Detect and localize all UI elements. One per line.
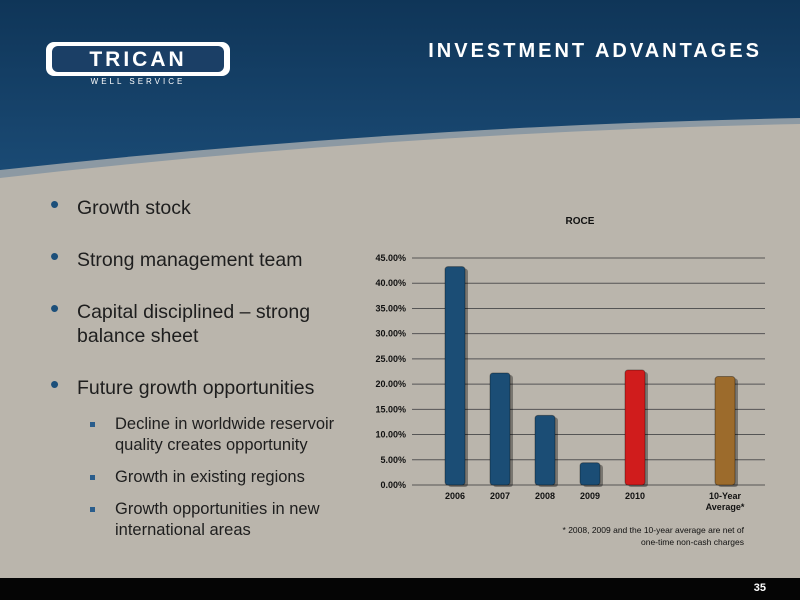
- sub-bullet: Decline in worldwide reservoir quality c…: [77, 414, 355, 456]
- y-tick-label: 20.00%: [375, 379, 406, 389]
- bullet: Growth stock: [50, 192, 350, 220]
- bullet: Future growth opportunities: [50, 372, 350, 400]
- bullet: Strong management team: [50, 244, 350, 272]
- chart-title: ROCE: [566, 216, 595, 227]
- x-tick-label: 2008: [534, 491, 556, 501]
- bar: [714, 376, 736, 486]
- page-number: 35: [753, 582, 766, 594]
- sub-bullet: Growth opportunities in new internationa…: [77, 499, 355, 541]
- logo-inner: [52, 46, 224, 72]
- sub-bullet: Growth in existing regions: [77, 467, 355, 488]
- logo-text: TRICAN: [89, 48, 186, 71]
- y-tick-label: 25.00%: [375, 354, 406, 364]
- x-tick-label: 2007: [489, 491, 511, 501]
- bullet: Capital disciplined – strong balance she…: [50, 296, 350, 348]
- y-tick-label: 35.00%: [375, 303, 406, 313]
- bar: [624, 369, 646, 486]
- logo-subtext: WELL SERVICE: [91, 77, 186, 86]
- bar: [444, 266, 466, 486]
- bar: [489, 372, 511, 486]
- y-tick-label: 45.00%: [375, 253, 406, 263]
- x-tick-label: 2009: [579, 491, 601, 501]
- slide-title: INVESTMENT ADVANTAGES: [428, 40, 762, 62]
- x-tick-label: 2010: [624, 491, 646, 501]
- y-tick-label: 30.00%: [375, 329, 406, 339]
- y-tick-label: 0.00%: [380, 480, 406, 490]
- x-tick-label: 10-Year Average*: [705, 491, 745, 512]
- bar: [579, 462, 601, 486]
- y-tick-label: 15.00%: [375, 404, 406, 414]
- y-tick-label: 40.00%: [375, 278, 406, 288]
- footer-bar: [0, 578, 800, 600]
- footnote: * 2008, 2009 and the 10-year average are…: [562, 525, 744, 547]
- y-tick-label: 10.00%: [375, 430, 406, 440]
- bar: [534, 414, 556, 486]
- y-tick-label: 5.00%: [380, 455, 406, 465]
- bullet-list: Growth stock Strong management team Capi…: [50, 192, 350, 566]
- x-tick-label: 2006: [444, 491, 466, 501]
